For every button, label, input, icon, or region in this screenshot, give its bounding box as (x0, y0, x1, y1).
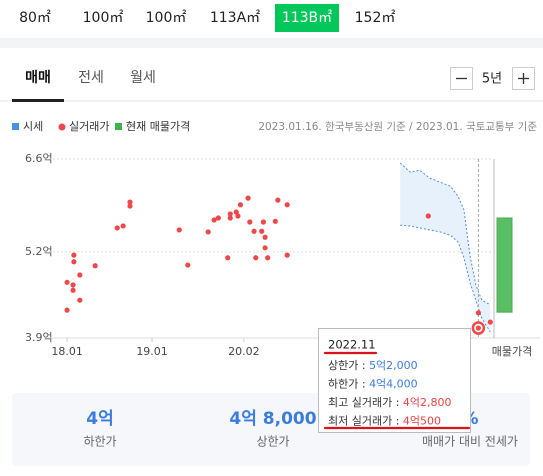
trade-point (64, 307, 70, 313)
price-band-fill (400, 162, 491, 333)
trade-point (475, 310, 482, 316)
trade-point (245, 195, 251, 201)
trade-point (262, 245, 268, 251)
legend-label: 현재 매물가격 (126, 120, 190, 133)
y-tick-label: 6.6억 (25, 152, 53, 165)
plus-button[interactable] (512, 67, 535, 90)
summary-value: 4억 8,000 (229, 409, 316, 429)
trade-point (284, 202, 290, 208)
listing-bar (496, 217, 513, 313)
legend-swatch (115, 123, 122, 130)
trade-point (70, 282, 76, 288)
summary-value: 4억 (86, 409, 113, 429)
trade-point (70, 287, 76, 293)
trade-point (64, 279, 70, 285)
trade-point (425, 213, 431, 219)
area-tab[interactable]: 80㎡ (19, 10, 51, 26)
legend-swatch (12, 123, 19, 130)
trade-point (71, 252, 77, 258)
trade-point (262, 234, 268, 240)
summary-label: 하한가 (83, 435, 116, 449)
trade-tab[interactable]: 월세 (130, 70, 156, 86)
tooltip-row-label: 최저 실거래가 : (328, 415, 403, 428)
trade-point (92, 263, 98, 269)
trade-point (259, 228, 265, 234)
tooltip-row-value: 4억500 (403, 415, 441, 428)
area-tab-selected-bg (275, 4, 339, 32)
y-tick-label: 5.2억 (25, 245, 53, 258)
trade-point (237, 202, 244, 208)
area-tab[interactable]: 113A㎡ (210, 10, 260, 26)
trade-point (215, 215, 221, 221)
trade-point (487, 319, 493, 325)
trade-point (127, 199, 133, 205)
trade-point (114, 225, 120, 231)
tooltip-title: 2022.11 (328, 338, 376, 352)
x-tick-label: 19.01 (136, 345, 168, 358)
trade-point (77, 272, 83, 278)
tooltip-row-label: 최고 실거래가 : (328, 396, 403, 409)
area-tab[interactable]: 100㎡ (146, 10, 187, 26)
trade-point (227, 211, 233, 217)
trade-point (253, 255, 259, 261)
tooltip-row: 상한가 : 5억2,000 (328, 359, 418, 372)
trade-point (225, 255, 231, 261)
tooltip-row-label: 하한가 : (328, 377, 369, 391)
trade-point (235, 213, 241, 219)
trade-point (211, 217, 217, 223)
minus-button[interactable] (450, 67, 473, 90)
y-tick-label: 3.9억 (25, 331, 53, 344)
trade-point (185, 262, 191, 268)
trade-point (127, 203, 133, 209)
trade-tab[interactable]: 매매 (25, 70, 51, 86)
price-band-lower (400, 224, 491, 333)
trade-point (284, 252, 290, 258)
chart-note: 2023.01.16. 한국부동산원 기준 / 2023.01. 국토교통부 기… (258, 121, 537, 133)
trade-point (71, 259, 77, 265)
tooltip-row-label: 상한가 : (328, 359, 369, 372)
area-tab[interactable]: 100㎡ (83, 10, 124, 26)
trade-point (120, 223, 126, 229)
trade-point (251, 228, 257, 234)
trade-point (233, 209, 239, 215)
summary-label: 매매가 대비 전세가 (422, 435, 518, 449)
price-band-upper (399, 162, 491, 306)
tooltip-row: 최고 실거래가 : 4억2,800 (328, 396, 452, 409)
summary-label: 상한가 (256, 435, 289, 449)
legend-label: 시세 (23, 120, 43, 133)
trade-point (247, 219, 253, 225)
legend-label: 실거래가 (69, 120, 109, 133)
tooltip-row-value: 4억2,800 (403, 396, 452, 409)
trade-point (260, 219, 267, 225)
trade-point (275, 197, 281, 203)
separator (0, 38, 543, 48)
trade-point (475, 325, 482, 331)
x-tick-label: 18.01 (51, 345, 83, 358)
tooltip-row-value: 5억2,000 (369, 359, 418, 372)
area-tab[interactable]: 113B㎡ (282, 10, 332, 26)
trade-point (227, 215, 233, 221)
x-category-label: 매물가격 (492, 345, 532, 358)
trade-tab[interactable]: 전세 (78, 70, 104, 86)
tooltip-box (318, 328, 471, 433)
trade-point (265, 255, 271, 261)
legend-swatch (58, 123, 66, 131)
tooltip-row-value: 4억4,000 (369, 378, 418, 391)
period-label[interactable]: 5년 (482, 72, 502, 87)
trade-point (205, 229, 211, 235)
trade-point (272, 218, 278, 224)
trade-point (77, 297, 83, 303)
area-tab[interactable]: 152㎡ (355, 10, 396, 26)
trade-point (176, 227, 182, 233)
tab-underline (12, 99, 64, 102)
tooltip-row: 하한가 : 4억4,000 (328, 377, 418, 391)
x-tick-label: 20.02 (228, 345, 260, 358)
tooltip-row: 최저 실거래가 : 4억500 (328, 415, 441, 428)
